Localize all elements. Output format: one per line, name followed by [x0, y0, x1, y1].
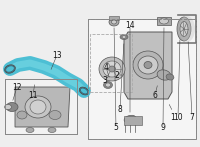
Ellipse shape [49, 111, 61, 120]
Ellipse shape [160, 18, 168, 24]
Ellipse shape [99, 57, 125, 81]
Text: 8: 8 [118, 105, 122, 113]
Ellipse shape [5, 65, 15, 73]
Ellipse shape [106, 83, 111, 87]
Bar [88, 19, 196, 139]
Ellipse shape [124, 115, 136, 123]
Ellipse shape [166, 74, 174, 80]
Text: 14: 14 [125, 20, 135, 30]
Text: 5: 5 [114, 123, 118, 132]
Text: 9: 9 [161, 123, 165, 132]
Ellipse shape [138, 56, 158, 74]
Ellipse shape [17, 111, 27, 119]
Text: 4: 4 [104, 62, 108, 71]
Ellipse shape [112, 20, 117, 24]
Ellipse shape [30, 100, 46, 114]
Text: 2: 2 [115, 71, 119, 80]
Bar [90, 34, 132, 92]
Bar [5, 79, 77, 134]
Ellipse shape [80, 88, 88, 94]
Ellipse shape [179, 16, 195, 42]
Text: 7: 7 [190, 112, 194, 122]
Bar [124, 116, 142, 125]
Ellipse shape [6, 66, 14, 72]
Ellipse shape [177, 17, 191, 41]
Text: 6: 6 [153, 91, 157, 100]
Ellipse shape [26, 127, 34, 132]
Ellipse shape [104, 81, 113, 88]
Ellipse shape [48, 127, 56, 132]
Ellipse shape [109, 18, 119, 26]
Ellipse shape [180, 21, 188, 36]
Polygon shape [15, 87, 70, 127]
Text: 3: 3 [103, 76, 107, 85]
Ellipse shape [120, 35, 128, 40]
Text: 10: 10 [173, 112, 183, 122]
Bar [157, 17, 171, 25]
Bar [5, 79, 77, 134]
Bar [109, 16, 119, 20]
Ellipse shape [122, 36, 126, 38]
Ellipse shape [157, 70, 171, 80]
Text: 1: 1 [171, 113, 175, 122]
Ellipse shape [133, 51, 163, 79]
Text: 13: 13 [52, 51, 62, 60]
Text: 11: 11 [28, 91, 38, 100]
Polygon shape [124, 32, 172, 99]
Ellipse shape [79, 87, 89, 95]
Ellipse shape [109, 66, 116, 72]
Ellipse shape [103, 61, 121, 77]
Ellipse shape [6, 102, 18, 112]
Ellipse shape [5, 105, 12, 110]
Ellipse shape [25, 96, 51, 118]
Ellipse shape [144, 61, 152, 69]
Text: 12: 12 [12, 82, 22, 91]
Bar [88, 19, 196, 139]
